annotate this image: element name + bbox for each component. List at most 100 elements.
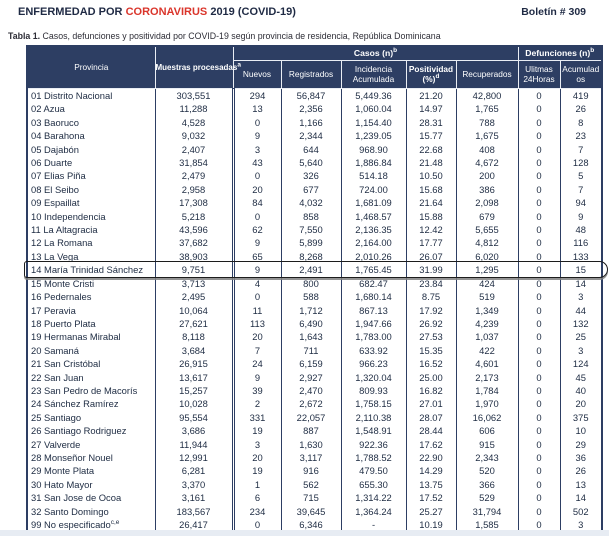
page-title: ENFERMEDAD POR CORONAVIRUS 2019 (COVID-1… — [18, 6, 296, 18]
registrados-cell: 800 — [281, 277, 341, 290]
recuperados-cell: 200 — [456, 169, 518, 182]
province-cell: 30 Hato Mayor — [27, 478, 155, 491]
ultimas24-cell: 0 — [518, 464, 560, 477]
nuevos-cell: 9 — [233, 236, 281, 249]
table-row: 15 Monte Cristi3,7134800682.4723.8442401… — [27, 277, 602, 290]
table-row: 20 Samaná3,6847711633.9215.3542203 — [27, 344, 602, 357]
registrados-cell: 711 — [281, 344, 341, 357]
muestras-cell: 2,479 — [155, 169, 233, 182]
ultimas24-cell: 0 — [518, 169, 560, 182]
province-cell: 10 Independencia — [27, 210, 155, 223]
incidencia-cell: 1,154.40 — [341, 116, 406, 129]
table-row: 31 San Jose de Ocoa3,16167151,314.2217.5… — [27, 491, 602, 504]
incidencia-cell: 1,788.52 — [341, 451, 406, 464]
table-row: 04 Barahona9,03292,3441,239.0515.771,675… — [27, 129, 602, 142]
ultimas24-cell: 0 — [518, 304, 560, 317]
nuevos-cell: 0 — [233, 290, 281, 303]
muestras-cell: 6,281 — [155, 464, 233, 477]
registrados-cell: 715 — [281, 491, 341, 504]
acumulados-cell: 419 — [560, 89, 602, 103]
registrados-cell: 2,491 — [281, 263, 341, 276]
registrados-cell: 887 — [281, 424, 341, 437]
acumulados-cell: 5 — [560, 169, 602, 182]
acumulados-cell: 45 — [560, 371, 602, 384]
recuperados-cell: 4,601 — [456, 357, 518, 370]
positividad-cell: 25.27 — [406, 505, 456, 518]
recuperados-cell: 422 — [456, 344, 518, 357]
table-row: 12 La Romana37,68295,8992,164.0017.774,8… — [27, 236, 602, 249]
ultimas24-cell: 0 — [518, 491, 560, 504]
group-header-casos: Casos (n)b — [233, 46, 518, 61]
ultimas24-cell: 0 — [518, 250, 560, 263]
province-cell: 26 Santiago Rodriguez — [27, 424, 155, 437]
table-row: 18 Puerto Plata27,6211136,4901,947.6626.… — [27, 317, 602, 330]
ultimas24-cell: 0 — [518, 397, 560, 410]
table-body: 01 Distrito Nacional303,55129456,8475,44… — [27, 89, 602, 533]
recuperados-cell: 6,020 — [456, 250, 518, 263]
province-cell: 28 Monseñor Nouel — [27, 451, 155, 464]
acumulados-cell: 40 — [560, 384, 602, 397]
registrados-cell: 2,672 — [281, 397, 341, 410]
province-cell: 08 El Seibo — [27, 183, 155, 196]
recuperados-cell: 16,062 — [456, 411, 518, 424]
ultimas24-cell: 0 — [518, 330, 560, 343]
recuperados-cell: 788 — [456, 116, 518, 129]
province-cell: 21 San Cristóbal — [27, 357, 155, 370]
positividad-cell: 16.82 — [406, 384, 456, 397]
registrados-cell: 6,159 — [281, 357, 341, 370]
nuevos-cell: 0 — [233, 210, 281, 223]
muestras-cell: 3,161 — [155, 491, 233, 504]
recuperados-cell: 408 — [456, 143, 518, 156]
muestras-cell: 43,596 — [155, 223, 233, 236]
muestras-cell: 10,028 — [155, 397, 233, 410]
registrados-cell: 56,847 — [281, 89, 341, 103]
nuevos-cell: 20 — [233, 330, 281, 343]
positividad-cell: 14.97 — [406, 102, 456, 115]
table-row: 23 San Pedro de Macorís15,257392,470809.… — [27, 384, 602, 397]
header-group-row: Provincia Muestras procesadasa Casos (n)… — [27, 46, 602, 61]
recuperados-cell: 915 — [456, 438, 518, 451]
table-row: 09 Espaillat17,308844,0321,681.0921.642,… — [27, 196, 602, 209]
province-cell: 06 Duarte — [27, 156, 155, 169]
registrados-cell: 6,490 — [281, 317, 341, 330]
nuevos-cell: 2 — [233, 397, 281, 410]
positividad-cell: 28.07 — [406, 411, 456, 424]
province-cell: 02 Azua — [27, 102, 155, 115]
nuevos-cell: 84 — [233, 196, 281, 209]
table-row: 06 Duarte31,854435,6401,886.8421.484,672… — [27, 156, 602, 169]
acumulados-cell: 8 — [560, 116, 602, 129]
incidencia-cell: 922.36 — [341, 438, 406, 451]
province-cell: 07 Elias Piña — [27, 169, 155, 182]
table-row: 11 La Altagracia43,596627,5502,136.3512.… — [27, 223, 602, 236]
registrados-cell: 858 — [281, 210, 341, 223]
registrados-cell: 326 — [281, 169, 341, 182]
positividad-cell: 26.07 — [406, 250, 456, 263]
nuevos-cell: 13 — [233, 102, 281, 115]
title-part1: ENFERMEDAD POR — [18, 6, 126, 18]
province-cell: 19 Hermanas Mirabal — [27, 330, 155, 343]
incidencia-cell: 1,060.04 — [341, 102, 406, 115]
table-row: 14 María Trinidad Sánchez9,75192,4911,76… — [27, 263, 602, 276]
table-row: 10 Independencia5,21808581,468.5715.8867… — [27, 210, 602, 223]
muestras-cell: 4,528 — [155, 116, 233, 129]
positividad-cell: 17.92 — [406, 304, 456, 317]
province-cell: 20 Samaná — [27, 344, 155, 357]
incidencia-cell: 5,449.36 — [341, 89, 406, 103]
bulletin-number: Boletín # 309 — [521, 6, 586, 18]
incidencia-cell: 966.23 — [341, 357, 406, 370]
caption-prefix: Tabla 1. — [8, 31, 40, 41]
recuperados-cell: 4,812 — [456, 236, 518, 249]
recuperados-cell: 1,765 — [456, 102, 518, 115]
incidencia-cell: 1,314.22 — [341, 491, 406, 504]
province-cell: 09 Espaillat — [27, 196, 155, 209]
muestras-cell: 11,944 — [155, 438, 233, 451]
incidencia-cell: 514.18 — [341, 169, 406, 182]
incidencia-cell: 724.00 — [341, 183, 406, 196]
registrados-cell: 1,166 — [281, 116, 341, 129]
acumulados-cell: 29 — [560, 438, 602, 451]
acumulados-cell: 133 — [560, 250, 602, 263]
acumulados-cell: 3 — [560, 290, 602, 303]
muestras-cell: 11,288 — [155, 102, 233, 115]
caption-text: Casos, defunciones y positividad por COV… — [40, 31, 440, 41]
registrados-cell: 916 — [281, 464, 341, 477]
